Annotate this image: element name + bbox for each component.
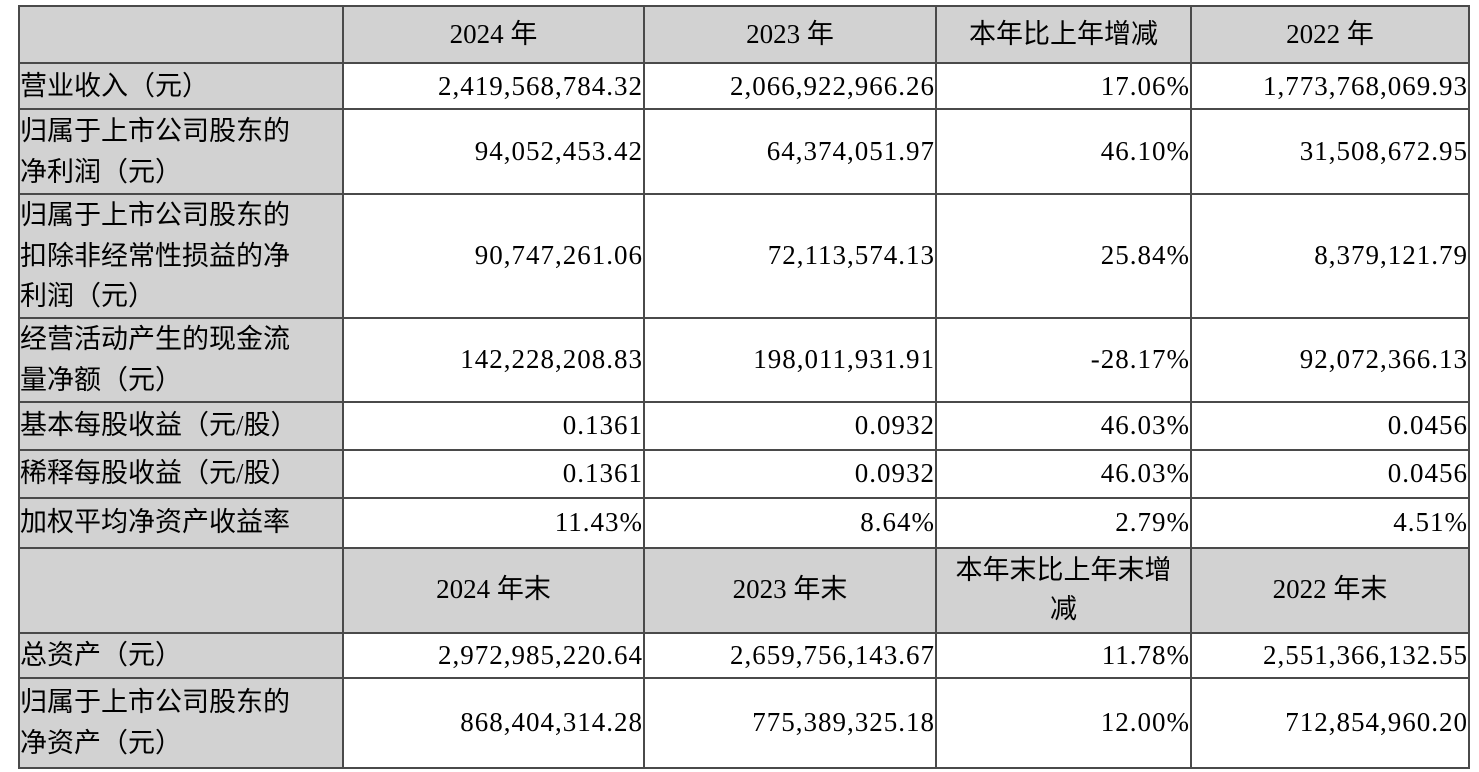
row-net-assets-attributable-to-shareholders-cell-2: 775,389,325.18 (643, 676, 937, 769)
row-total-assets-cell-2: 2,659,756,143.67 (643, 631, 937, 679)
period-end-header-row-cell-1: 2024 年末 (342, 546, 645, 634)
row-net-cash-flow-from-operating-activities-cell-0: 经营活动产生的现金流 量净额（元） (18, 316, 344, 403)
row-basic-eps-cell-4: 0.0456 (1190, 400, 1470, 451)
row-net-profit-after-deducting-non-recurring-items-cell-4: 8,379,121.79 (1190, 193, 1470, 319)
row-basic-eps-cell-0: 基本每股收益（元/股） (18, 400, 344, 451)
row-net-cash-flow-from-operating-activities-cell-4: 92,072,366.13 (1190, 316, 1470, 403)
period-end-header-row-cell-4: 2022 年末 (1190, 546, 1470, 634)
period-end-header-row-cell-2: 2023 年末 (643, 546, 937, 634)
row-total-assets-cell-4: 2,551,366,132.55 (1190, 631, 1470, 679)
row-basic-eps: 基本每股收益（元/股） 0.1361 0.0932 46.03% 0.0456 (18, 400, 1470, 451)
period-end-header-row: 2024 年末 2023 年末 本年末比上年末增 减 2022 年末 (18, 546, 1470, 634)
row-net-cash-flow-from-operating-activities-cell-3: -28.17% (935, 316, 1192, 403)
row-operating-revenue: 营业收入（元） 2,419,568,784.32 2,066,922,966.26 1… (18, 62, 1470, 110)
row-weighted-average-roe-cell-1: 11.43% (342, 496, 645, 549)
row-net-assets-attributable-to-shareholders-cell-0: 归属于上市公司股东的 净资产（元） (18, 676, 344, 769)
period-end-header-row-cell-0 (18, 546, 344, 634)
period-header-row-cell-2: 2023 年 (643, 5, 937, 64)
row-total-assets: 总资产（元） 2,972,985,220.64 2,659,756,143.67 11… (18, 631, 1470, 679)
row-operating-revenue-cell-2: 2,066,922,966.26 (643, 62, 937, 110)
row-net-profit-after-deducting-non-recurring-items-cell-0: 归属于上市公司股东的 扣除非经常性损益的净 利润（元） (18, 193, 344, 319)
table-body: 2024 年 2023 年本年比上年增减 2022 年营业收入（元） 2,419,56… (18, 5, 1470, 769)
row-net-profit-attributable-to-shareholders-cell-2: 64,374,051.97 (643, 108, 937, 195)
row-net-profit-after-deducting-non-recurring-items-cell-3: 25.84% (935, 193, 1192, 319)
row-net-assets-attributable-to-shareholders-cell-4: 712,854,960.20 (1190, 676, 1470, 769)
row-net-profit-attributable-to-shareholders-cell-3: 46.10% (935, 108, 1192, 195)
row-total-assets-cell-1: 2,972,985,220.64 (342, 631, 645, 679)
row-total-assets-cell-3: 11.78% (935, 631, 1192, 679)
row-operating-revenue-cell-4: 1,773,768,069.93 (1190, 62, 1470, 110)
row-net-assets-attributable-to-shareholders: 归属于上市公司股东的 净资产（元） 868,404,314.28 775,389,3… (18, 676, 1470, 769)
financial-summary-table: 2024 年 2023 年本年比上年增减 2022 年营业收入（元） 2,419,56… (18, 5, 1470, 769)
row-net-profit-attributable-to-shareholders-cell-4: 31,508,672.95 (1190, 108, 1470, 195)
row-diluted-eps-cell-2: 0.0932 (643, 448, 937, 499)
period-end-header-row-cell-3: 本年末比上年末增 减 (935, 546, 1192, 634)
row-basic-eps-cell-2: 0.0932 (643, 400, 937, 451)
row-total-assets-cell-0: 总资产（元） (18, 631, 344, 679)
row-net-profit-attributable-to-shareholders: 归属于上市公司股东的 净利润（元） 94,052,453.42 64,374,051… (18, 108, 1470, 195)
row-basic-eps-cell-1: 0.1361 (342, 400, 645, 451)
row-net-cash-flow-from-operating-activities-cell-2: 198,011,931.91 (643, 316, 937, 403)
row-operating-revenue-cell-0: 营业收入（元） (18, 62, 344, 110)
row-net-assets-attributable-to-shareholders-cell-1: 868,404,314.28 (342, 676, 645, 769)
row-diluted-eps-cell-0: 稀释每股收益（元/股） (18, 448, 344, 499)
row-diluted-eps: 稀释每股收益（元/股） 0.1361 0.0932 46.03% 0.0456 (18, 448, 1470, 499)
row-weighted-average-roe-cell-3: 2.79% (935, 496, 1192, 549)
period-header-row-cell-0 (18, 5, 344, 64)
row-diluted-eps-cell-3: 46.03% (935, 448, 1192, 499)
row-operating-revenue-cell-3: 17.06% (935, 62, 1192, 110)
row-operating-revenue-cell-1: 2,419,568,784.32 (342, 62, 645, 110)
period-header-row: 2024 年 2023 年本年比上年增减 2022 年 (18, 5, 1470, 64)
row-net-profit-after-deducting-non-recurring-items: 归属于上市公司股东的 扣除非经常性损益的净 利润（元） 90,747,261.06… (18, 193, 1470, 319)
row-net-profit-after-deducting-non-recurring-items-cell-1: 90,747,261.06 (342, 193, 645, 319)
row-net-cash-flow-from-operating-activities: 经营活动产生的现金流 量净额（元） 142,228,208.83 198,011,9… (18, 316, 1470, 403)
period-header-row-cell-4: 2022 年 (1190, 5, 1470, 64)
row-net-profit-attributable-to-shareholders-cell-1: 94,052,453.42 (342, 108, 645, 195)
period-header-row-cell-3: 本年比上年增减 (935, 5, 1192, 64)
row-net-profit-after-deducting-non-recurring-items-cell-2: 72,113,574.13 (643, 193, 937, 319)
row-diluted-eps-cell-4: 0.0456 (1190, 448, 1470, 499)
row-diluted-eps-cell-1: 0.1361 (342, 448, 645, 499)
row-weighted-average-roe-cell-4: 4.51% (1190, 496, 1470, 549)
row-weighted-average-roe-cell-2: 8.64% (643, 496, 937, 549)
row-net-profit-attributable-to-shareholders-cell-0: 归属于上市公司股东的 净利润（元） (18, 108, 344, 195)
row-weighted-average-roe: 加权平均净资产收益率 11.43% 8.64% 2.79% 4.51% (18, 496, 1470, 549)
row-net-cash-flow-from-operating-activities-cell-1: 142,228,208.83 (342, 316, 645, 403)
period-header-row-cell-1: 2024 年 (342, 5, 645, 64)
row-basic-eps-cell-3: 46.03% (935, 400, 1192, 451)
row-weighted-average-roe-cell-0: 加权平均净资产收益率 (18, 496, 344, 549)
row-net-assets-attributable-to-shareholders-cell-3: 12.00% (935, 676, 1192, 769)
